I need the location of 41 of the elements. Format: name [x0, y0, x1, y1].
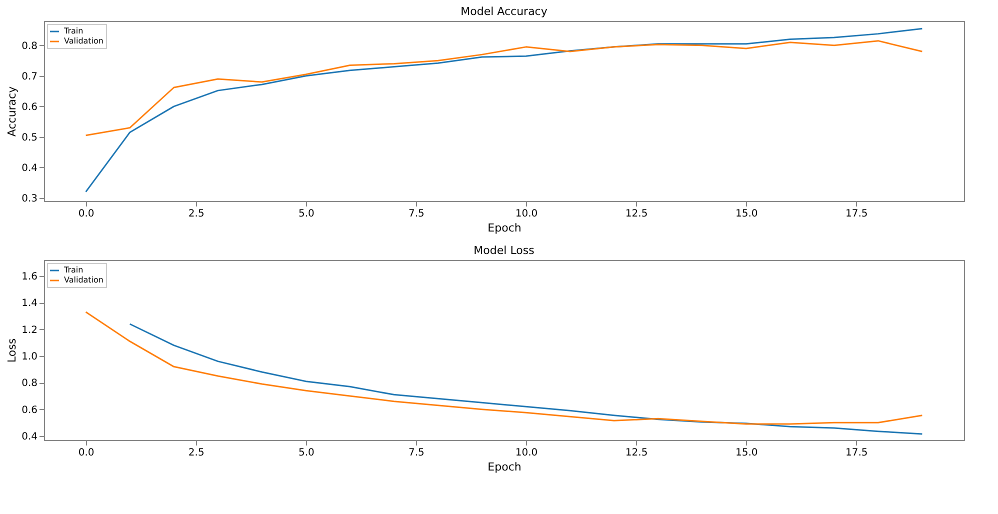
line-series	[85, 311, 923, 425]
x-tick-label: 5.0	[298, 208, 314, 220]
y-tick-label: 1.0	[22, 352, 38, 362]
x-tick-label: 15.0	[735, 448, 758, 458]
x-tick-label: 7.5	[408, 208, 424, 220]
x-tick-label: 5.0	[298, 448, 314, 458]
x-tick-label: 17.5	[846, 448, 868, 458]
x-axis-title: Epoch	[488, 222, 522, 234]
y-tick-label: 0.8	[22, 40, 38, 52]
x-tick-label: 2.5	[188, 448, 204, 458]
y-tick-label: 0.8	[22, 378, 38, 390]
chart-title: Model Accuracy	[460, 5, 548, 18]
x-tick-label: 0.0	[78, 208, 94, 220]
y-tick-label: 0.4	[22, 432, 38, 442]
y-tick-label: 0.5	[22, 132, 38, 144]
y-tick-label: 1.2	[22, 324, 38, 336]
y-axis-title: Accuracy	[6, 86, 19, 137]
y-tick-label: 0.6	[22, 404, 38, 416]
x-axis-title: Epoch	[488, 460, 522, 474]
x-tick-label: 2.5	[188, 208, 204, 220]
chart-title: Model Loss	[474, 244, 535, 257]
x-tick-label: 7.5	[408, 448, 424, 458]
x-tick-label: 12.5	[625, 448, 648, 458]
y-tick-label: 1.4	[22, 298, 38, 310]
x-tick-label: 0.0	[78, 448, 94, 458]
legend-label: Validation	[64, 36, 104, 46]
x-tick-label: 12.5	[625, 208, 648, 220]
legend-label: Train	[63, 266, 84, 274]
x-tick-label: 10.0	[515, 448, 538, 458]
y-tick-label: 0.6	[22, 102, 38, 113]
x-tick-label: 17.5	[846, 208, 868, 220]
y-tick-label: 0.4	[22, 162, 38, 174]
y-tick-label: 0.7	[22, 71, 38, 82]
y-axis-title: Loss	[6, 338, 19, 363]
y-tick-label: 1.6	[22, 272, 38, 282]
legend-label: Validation	[64, 276, 104, 284]
x-tick-label: 15.0	[735, 208, 758, 220]
y-tick-label: 0.3	[22, 193, 38, 204]
legend-label: Train	[63, 26, 84, 36]
line-series	[129, 323, 923, 435]
x-tick-label: 10.0	[515, 208, 538, 220]
